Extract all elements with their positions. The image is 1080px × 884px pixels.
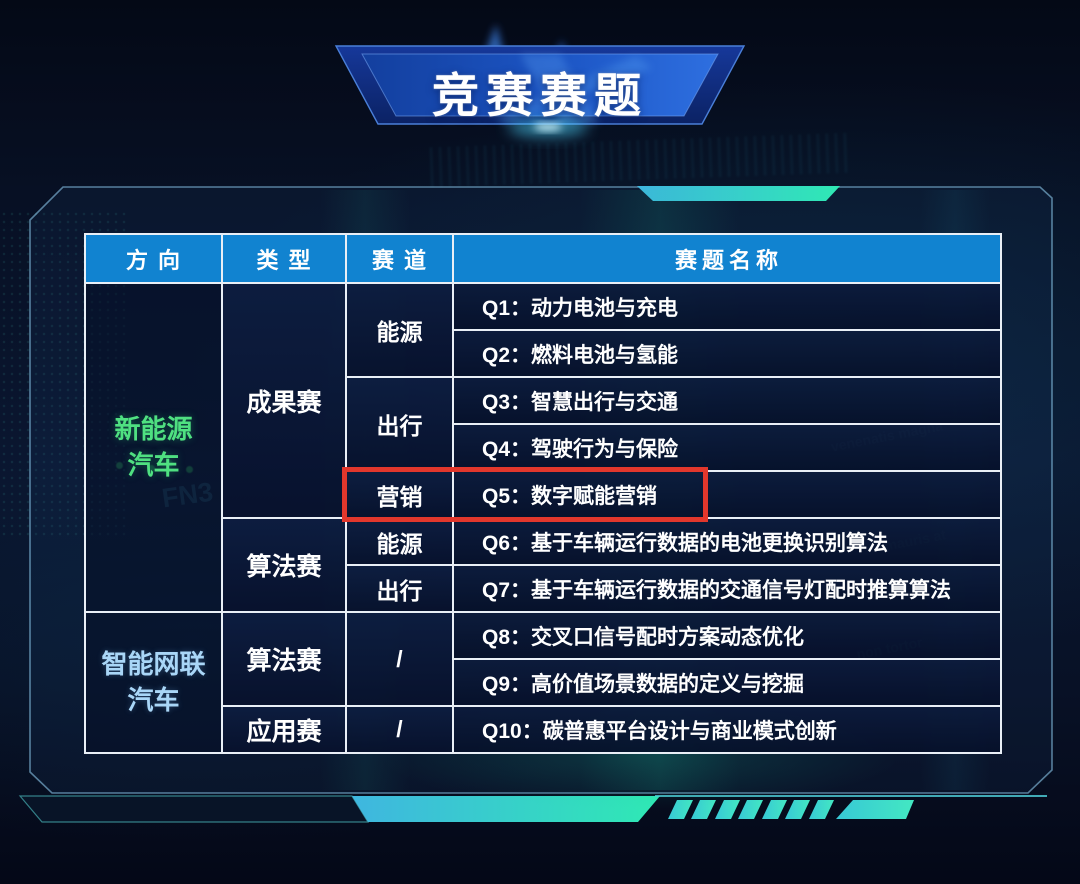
cell-topic-q7: Q7：基于车辆运行数据的交通信号灯配时推算算法 [452, 564, 1002, 613]
direction-label: 新能源 [114, 414, 193, 445]
cell-type-chengguosai: 成果赛 [221, 282, 347, 519]
table-row-q2: Q2：燃料电池与氢能 [85, 329, 1002, 378]
cell-direction-nev: 新能源 汽车 [84, 282, 223, 613]
header-row: 方向 类型 赛道 赛题名称 [84, 233, 1002, 284]
cell-topic-q5: Q5：数字赋能营销 [452, 470, 1002, 519]
cell-topic-q9: Q9：高价值场景数据的定义与挖掘 [452, 658, 1002, 707]
cell-type-yingyongsai: 应用赛 [221, 705, 347, 754]
table-row-q7: 出行 Q7：基于车辆运行数据的交通信号灯配时推算算法 [85, 564, 1002, 613]
cell-track-marketing: 营销 [342, 467, 708, 522]
cell-topic-q8: Q8：交叉口信号配时方案动态优化 [452, 611, 1002, 660]
direction-label: 汽车 [127, 449, 180, 480]
topics-table: 方向 类型 赛道 赛题名称 新能源 汽车 成果赛 能源 Q1：动力电池与充电 Q… [84, 233, 1002, 754]
cell-track-slash-1: / [345, 611, 454, 707]
cell-topic-q4: Q4：驾驶行为与保险 [452, 423, 1002, 472]
top-accent-bar [637, 186, 840, 201]
track-label: 营销 [376, 483, 423, 510]
direction-label: 智能网联 [101, 649, 206, 680]
cell-track-energy-2: 能源 [345, 517, 454, 566]
table-row-q8: 智能网联 汽车 算法赛 / Q8：交叉口信号配时方案动态优化 [84, 611, 1002, 754]
page-title: 竞赛赛题 [432, 69, 648, 122]
cell-topic-q6: Q6：基于车辆运行数据的电池更换识别算法 [452, 517, 1002, 566]
cell-topic-q3: Q3：智慧出行与交通 [452, 376, 1002, 425]
direction-label: 汽车 [127, 684, 180, 715]
cell-track-slash-2: / [345, 705, 454, 754]
table-row-q3: 出行 Q3：智慧出行与交通 [85, 376, 1002, 472]
header-type: 类型 [221, 233, 347, 284]
bottom-accent-bar [18, 795, 1047, 823]
title-banner [334, 45, 746, 137]
header-track: 赛道 [345, 233, 454, 284]
table-row-q1: 新能源 汽车 成果赛 能源 Q1：动力电池与充电 [84, 282, 1002, 613]
cell-topic-q2: Q2：燃料电池与氢能 [452, 329, 1002, 378]
cell-track-travel-1: 出行 [345, 376, 454, 472]
header-direction: 方向 [84, 233, 223, 284]
table-row-q6: 算法赛 能源 Q6：基于车辆运行数据的电池更换识别算法 [85, 517, 1002, 613]
cell-direction-icv: 智能网联 汽车 [84, 611, 223, 754]
table-row-q4: Q4：驾驶行为与保险 [85, 423, 1002, 472]
table-row-q9: Q9：高价值场景数据的定义与挖掘 [85, 658, 1002, 707]
cell-type-suanfasai-1: 算法赛 [221, 517, 347, 613]
cell-topic-q10: Q10：碳普惠平台设计与商业模式创新 [452, 705, 1002, 754]
table-row-q10: 应用赛 / Q10：碳普惠平台设计与商业模式创新 [85, 705, 1002, 754]
cell-topic-q1: Q1：动力电池与充电 [452, 282, 1002, 331]
header-topic-name: 赛题名称 [452, 233, 1002, 284]
cell-track-energy-1: 能源 [345, 282, 454, 378]
cell-track-travel-2: 出行 [345, 564, 454, 613]
cell-type-suanfasai-2: 算法赛 [221, 611, 347, 707]
